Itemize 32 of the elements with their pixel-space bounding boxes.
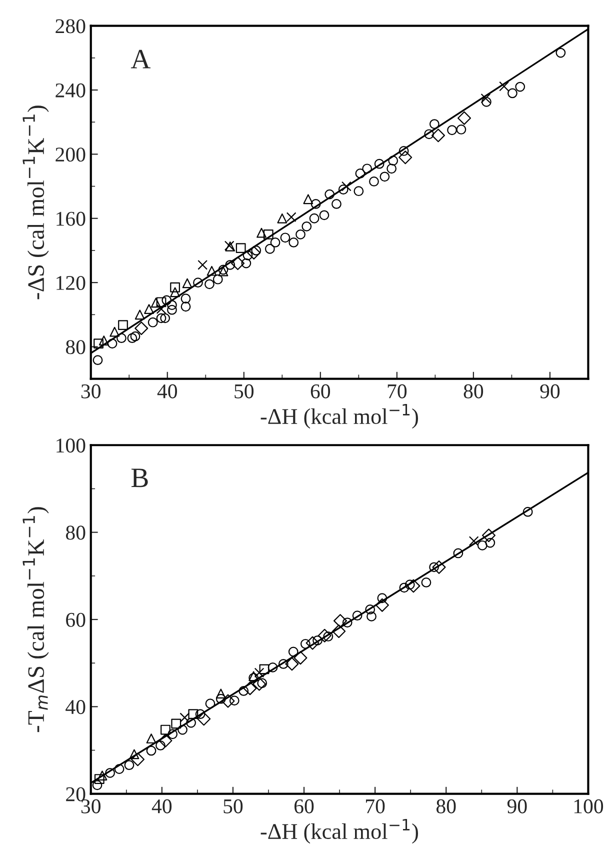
x-axis-title: -ΔH (kcal mol$^{−1}$) (260, 818, 418, 844)
x-tick-label: 80 (436, 799, 456, 814)
annotation: B (131, 468, 148, 488)
x-tick-label: 30 (81, 799, 100, 814)
y-tick-label: 100 (56, 438, 86, 453)
y-tick-label: 80 (66, 526, 86, 540)
x-tick-label: 70 (388, 384, 407, 398)
y-tick-label: 80 (66, 340, 86, 354)
x-tick-label: 70 (366, 799, 385, 814)
y-tick-label: 160 (56, 212, 86, 226)
y-tick-label: 60 (66, 612, 86, 627)
y-tick-label: 280 (56, 19, 86, 34)
x-axis-title: -ΔH (kcal mol$^{−1}$) (260, 404, 418, 429)
y-axis-title: -T$_{m}$ΔS (cal mol$^{−1}$K$^{−1}$) (22, 507, 49, 732)
x-tick-label: 50 (234, 384, 254, 398)
y-tick-label: 200 (56, 148, 86, 162)
y-axis-title: -ΔS (cal mol$^{−1}$K$^{−1}$) (22, 106, 49, 300)
x-tick-label: 60 (294, 799, 314, 814)
x-tick-label: 90 (540, 384, 560, 398)
x-tick-label: 100 (574, 799, 604, 814)
x-tick-label: 40 (152, 799, 172, 814)
x-tick-label: 60 (310, 384, 330, 398)
annotation: A (130, 50, 151, 68)
x-tick-label: 80 (464, 384, 484, 398)
x-tick-label: 30 (81, 384, 100, 398)
y-tick-label: 120 (56, 276, 86, 290)
x-tick-label: 40 (157, 384, 178, 398)
y-tick-label: 20 (66, 787, 86, 802)
y-tick-label: 240 (56, 83, 86, 98)
y-tick-label: 40 (66, 700, 86, 714)
x-tick-label: 50 (224, 799, 243, 814)
x-tick-label: 90 (507, 799, 527, 814)
